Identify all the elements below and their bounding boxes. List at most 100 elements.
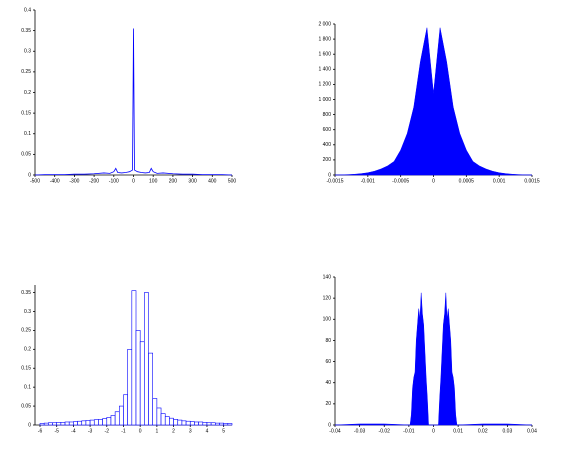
hist-bar: [81, 420, 87, 426]
y-tick-label: 0.4: [24, 7, 31, 13]
hist-bar: [106, 417, 112, 426]
y-tick-label: 0.35: [21, 28, 31, 34]
y-tick-label: 0: [328, 422, 331, 428]
x-tick-label: -3: [88, 428, 93, 434]
y-tick-label: 0.35: [21, 290, 31, 296]
x-tick-label: -0.0005: [392, 178, 409, 184]
x-tick-label: 0.001: [493, 178, 506, 184]
x-tick-label: 0: [432, 178, 435, 184]
y-tick-label: 0.15: [21, 110, 31, 116]
hist-bar: [223, 423, 229, 426]
y-tick-label: 1 200: [318, 82, 331, 88]
hist-bar: [77, 420, 83, 426]
x-tick-label: -200: [89, 178, 99, 184]
y-tick-label: 140: [323, 274, 332, 280]
hist-bar: [93, 419, 99, 426]
x-tick-label: 400: [208, 178, 217, 184]
hist-bar: [73, 421, 78, 426]
hist-bar: [123, 394, 128, 426]
x-tick-label: 4: [206, 428, 209, 434]
hist-bar: [173, 419, 179, 426]
y-tick-label: 60: [325, 359, 331, 365]
y-tick-label: 80: [325, 338, 331, 344]
x-tick-label: -2: [105, 428, 110, 434]
y-tick-label: 0.05: [21, 152, 31, 158]
x-tick-label: -100: [109, 178, 119, 184]
hist-bar: [89, 419, 95, 426]
hist-bar: [110, 415, 116, 426]
x-tick-label: 0.01: [453, 428, 463, 434]
y-tick-label: 0.2: [24, 90, 31, 96]
hist-bar: [144, 292, 149, 426]
y-tick-label: 0: [28, 422, 31, 428]
y-tick-label: 1 800: [318, 36, 331, 42]
x-tick-label: -0.001: [361, 178, 375, 184]
x-tick-label: 2: [172, 428, 175, 434]
hist-bar: [139, 341, 145, 426]
y-tick-label: 40: [325, 380, 331, 386]
x-tick-label: 300: [188, 178, 197, 184]
hist-bar: [119, 405, 124, 426]
x-tick-label: -300: [69, 178, 79, 184]
hist-bar: [64, 421, 70, 426]
hist-bar: [156, 407, 162, 426]
y-tick-label: 800: [323, 112, 332, 118]
hist-bar: [177, 419, 183, 426]
hist-bar: [102, 418, 108, 426]
x-tick-label: 0.03: [503, 428, 513, 434]
y-tick-label: 0: [28, 172, 31, 178]
x-tick-label: -1: [121, 428, 126, 434]
hist-bar: [206, 422, 212, 426]
hist-bar: [56, 422, 62, 426]
x-tick-label: -0.02: [379, 428, 391, 434]
data-area: [334, 27, 533, 176]
hist-bar: [202, 422, 208, 426]
y-tick-label: 2 000: [318, 21, 331, 27]
y-tick-label: 0: [328, 172, 331, 178]
hist-bar: [152, 398, 158, 426]
data-area: [334, 292, 533, 426]
x-tick-label: 500: [228, 178, 237, 184]
y-tick-label: 1 600: [318, 52, 331, 58]
hist-bar: [198, 421, 204, 426]
x-tick-label: 5: [222, 428, 225, 434]
hist-bar: [52, 422, 58, 426]
x-tick-label: 0.04: [527, 428, 537, 434]
y-tick-label: 0.3: [24, 309, 31, 315]
y-tick-label: 0.25: [21, 328, 31, 334]
hist-bar: [114, 411, 120, 426]
x-tick-label: 0: [432, 428, 435, 434]
y-tick-label: 400: [323, 142, 332, 148]
hist-bar: [60, 422, 66, 426]
y-tick-label: 0.2: [24, 347, 31, 353]
hist-bar: [43, 422, 49, 426]
x-tick-label: 0: [132, 178, 135, 184]
hist-bar: [48, 422, 53, 426]
y-tick-label: 1 000: [318, 97, 331, 103]
hist-bar: [194, 421, 199, 426]
hist-bar: [68, 421, 74, 426]
y-tick-label: 0.15: [21, 366, 31, 372]
x-tick-label: -6: [38, 428, 43, 434]
y-tick-label: 600: [323, 127, 332, 133]
x-tick-label: -0.03: [354, 428, 366, 434]
hist-bar: [39, 423, 45, 426]
x-tick-label: -0.04: [329, 428, 341, 434]
hist-bar: [185, 420, 191, 426]
x-tick-label: 0.0015: [524, 178, 540, 184]
hist-bar: [169, 417, 174, 426]
x-tick-label: 0.0005: [459, 178, 475, 184]
hist-bar: [160, 413, 166, 426]
data-line: [34, 28, 233, 176]
hist-bar: [215, 422, 220, 426]
hist-bar: [189, 421, 195, 426]
hist-bar: [164, 416, 170, 426]
y-tick-label: 0.25: [21, 69, 31, 75]
x-tick-label: -0.0015: [327, 178, 344, 184]
hist-bar: [210, 422, 216, 426]
y-tick-label: 0.1: [24, 131, 31, 137]
hist-bar: [131, 290, 137, 426]
x-tick-label: 200: [169, 178, 178, 184]
hist-bar: [98, 419, 103, 426]
